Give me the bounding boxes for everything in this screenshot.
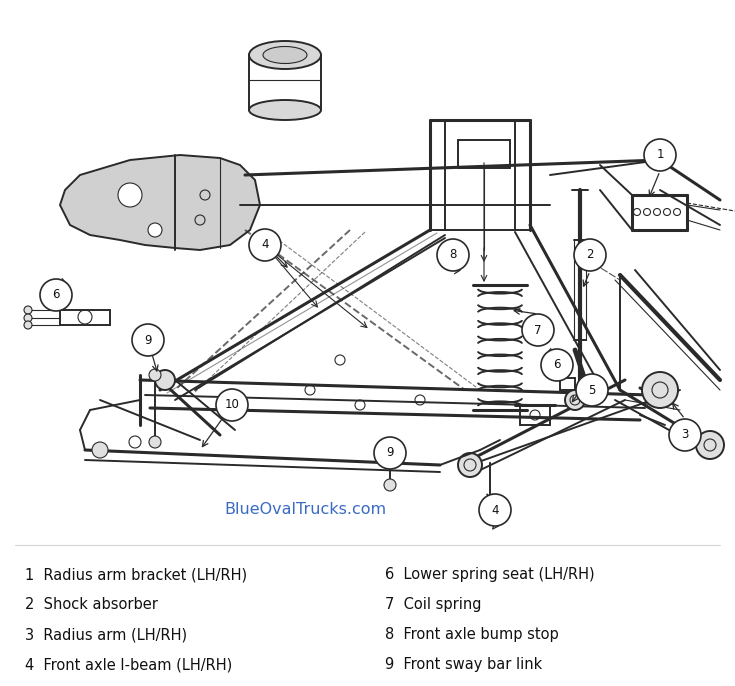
Circle shape <box>24 321 32 329</box>
Circle shape <box>644 139 676 171</box>
Text: 2: 2 <box>587 248 594 261</box>
Circle shape <box>479 494 511 526</box>
Circle shape <box>574 239 606 271</box>
Circle shape <box>40 279 72 311</box>
Circle shape <box>458 453 482 477</box>
Circle shape <box>374 437 406 469</box>
Text: 5: 5 <box>588 383 595 397</box>
Text: 3  Radius arm (LH/RH): 3 Radius arm (LH/RH) <box>25 627 187 642</box>
Circle shape <box>92 442 108 458</box>
Text: 2  Shock absorber: 2 Shock absorber <box>25 597 158 612</box>
Text: 4: 4 <box>261 239 269 252</box>
Text: 1  Radius arm bracket (LH/RH): 1 Radius arm bracket (LH/RH) <box>25 567 247 582</box>
Circle shape <box>696 431 724 459</box>
Circle shape <box>522 314 554 346</box>
Circle shape <box>437 239 469 271</box>
Circle shape <box>384 444 396 456</box>
Text: 6: 6 <box>52 289 60 302</box>
Circle shape <box>118 183 142 207</box>
Text: 6: 6 <box>553 359 561 372</box>
Text: 6  Lower spring seat (LH/RH): 6 Lower spring seat (LH/RH) <box>385 567 595 582</box>
Text: 9: 9 <box>144 333 151 346</box>
Text: 8  Front axle bump stop: 8 Front axle bump stop <box>385 627 559 642</box>
Text: 4  Front axle I-beam (LH/RH): 4 Front axle I-beam (LH/RH) <box>25 657 232 672</box>
Circle shape <box>576 374 608 406</box>
Text: 8: 8 <box>449 248 456 261</box>
Text: BlueOvalTrucks.com: BlueOvalTrucks.com <box>224 503 386 517</box>
Text: 7  Coil spring: 7 Coil spring <box>385 597 481 612</box>
Circle shape <box>384 479 396 491</box>
Circle shape <box>669 419 701 451</box>
Polygon shape <box>60 155 260 250</box>
Circle shape <box>541 349 573 381</box>
Text: 7: 7 <box>534 324 542 337</box>
Text: 1: 1 <box>656 148 664 161</box>
Circle shape <box>249 229 281 261</box>
Circle shape <box>155 370 175 390</box>
Ellipse shape <box>249 100 321 120</box>
Circle shape <box>642 372 678 408</box>
Circle shape <box>149 369 161 381</box>
Circle shape <box>148 223 162 237</box>
Circle shape <box>132 324 164 356</box>
Circle shape <box>24 314 32 322</box>
Text: 9: 9 <box>387 447 394 460</box>
Circle shape <box>216 389 248 421</box>
Text: 3: 3 <box>681 429 689 442</box>
Circle shape <box>24 306 32 314</box>
Text: 10: 10 <box>225 399 240 412</box>
Text: 4: 4 <box>491 504 499 517</box>
Circle shape <box>565 390 585 410</box>
Circle shape <box>149 436 161 448</box>
Ellipse shape <box>249 41 321 69</box>
Ellipse shape <box>263 47 307 64</box>
Text: 9  Front sway bar link: 9 Front sway bar link <box>385 657 542 672</box>
